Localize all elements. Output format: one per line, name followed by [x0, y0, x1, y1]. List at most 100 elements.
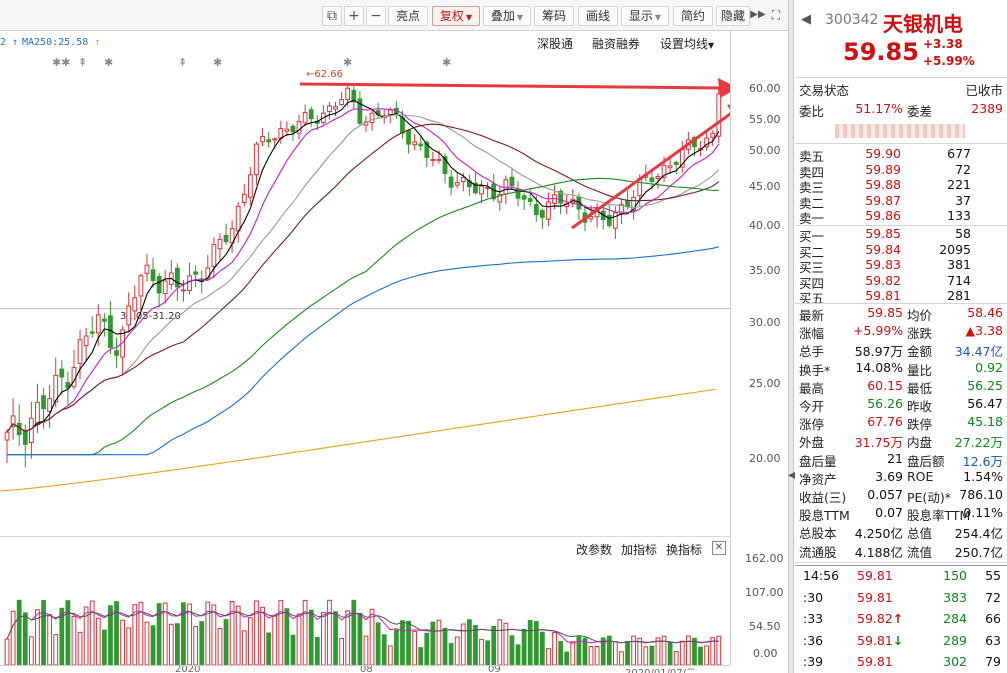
volume-bar — [430, 621, 436, 666]
copy-icon[interactable]: ⧉ — [322, 6, 342, 26]
toolbar-button-chips[interactable]: 筹码 — [534, 6, 574, 26]
toolbar-button-overlay[interactable]: 叠加 ▼ — [483, 6, 531, 26]
stat-value: 254.4亿 — [954, 526, 1003, 542]
stat-label: 昨收 — [907, 399, 933, 414]
candle-body — [235, 205, 241, 232]
arrow-up-icon: ↑ — [892, 611, 904, 626]
candle-body — [284, 128, 290, 132]
fullscreen-icon[interactable]: ⛶ — [771, 8, 781, 22]
volume-bar — [327, 599, 332, 666]
vol-ma10-line — [6, 611, 719, 644]
volume-bar — [369, 608, 375, 666]
orderbook-price: 59.83 — [865, 257, 901, 272]
close-icon[interactable]: ✕ — [712, 541, 726, 555]
toolbar-button-draw-line[interactable]: 画线 — [578, 6, 618, 26]
order-ratio-row: 委比 51.17% 委差 2389 — [795, 101, 1007, 119]
event-star-icon[interactable]: ⇞ — [178, 56, 188, 69]
stat-label: 涨幅 — [799, 326, 825, 342]
candle-body — [345, 87, 351, 101]
volume-bar — [625, 640, 630, 666]
stat-label: 量比 — [907, 362, 933, 378]
orderbook-price: 59.85 — [865, 226, 901, 241]
candle-body — [114, 350, 119, 356]
volume-bar — [612, 641, 618, 666]
link-change-params[interactable]: 改参数 — [576, 543, 613, 557]
overlay-label: 叠加 — [490, 9, 515, 23]
candle-body — [296, 121, 302, 134]
volume-bar — [168, 623, 174, 666]
volume-panel[interactable]: 改参数 加指标 换指标 ✕ — [0, 536, 730, 666]
time-axis: 2020 08 09 2020/01/07/二 — [0, 665, 730, 673]
stat-label: 盘后量 — [799, 453, 837, 469]
price-chart-svg — [0, 78, 730, 492]
candle-body — [430, 159, 436, 162]
price-tick: 20.00 — [749, 452, 781, 465]
chart-toolbar: ⧉ + − 亮点 复权 ▼ 叠加 ▼ 筹码 画线 显示 ▼ 简约 隐藏 ▶▶ ⛶ — [0, 0, 788, 31]
time-tick: 2020 — [175, 665, 201, 673]
stat-value: 3.69 — [875, 468, 903, 484]
tick-row[interactable]: :30 59.81 383 72 — [795, 590, 1007, 608]
stat-row: 股息TTM 0.07 股息率TTM 0.11% — [795, 505, 1007, 523]
zoom-out-icon[interactable]: − — [366, 6, 386, 26]
tick-time: 14:56 — [803, 568, 840, 583]
tick-row[interactable]: 14:56 59.81 150 55 — [795, 568, 1007, 586]
expand-right-icon[interactable]: ▶▶ — [750, 9, 766, 20]
toolbar-button-hide[interactable]: 隐藏 — [716, 6, 750, 26]
toolbar-button-highlight[interactable]: 亮点 — [388, 6, 428, 26]
event-star-icon[interactable]: ✱ — [213, 56, 223, 69]
stat-value: 12.6万 — [962, 453, 1003, 469]
stat-label: 流值 — [907, 544, 933, 560]
link-switch-indicator[interactable]: 换指标 — [666, 543, 703, 557]
volume-bar — [260, 606, 265, 666]
link-margin-trading[interactable]: 融资融券 — [592, 37, 641, 51]
orderbook-sell-row: 卖三 59.88 221 — [795, 177, 1007, 195]
stock-scroll-icon[interactable]: ◀ — [801, 12, 811, 27]
volume-bar — [485, 640, 491, 666]
candle-body — [509, 176, 515, 187]
volume-bar — [120, 619, 126, 666]
toolbar-button-display[interactable]: 显示 ▼ — [621, 6, 669, 26]
price-change-pct: +5.99% — [923, 54, 975, 68]
volume-bar — [53, 634, 59, 666]
toolbar-button-simple[interactable]: 简约 — [673, 6, 713, 26]
link-ma-settings[interactable]: 设置均线▼ — [660, 35, 714, 52]
link-add-indicator[interactable]: 加指标 — [621, 543, 658, 557]
collapse-arrow-icon[interactable]: ◀ — [788, 470, 796, 481]
volume-tick: 107.00 — [745, 586, 784, 599]
stat-label: 外盘 — [799, 435, 825, 451]
tick-row[interactable]: :36 59.81↓ 289 63 — [795, 633, 1007, 651]
stat-value: ▲3.38 — [965, 323, 1003, 339]
stat-row: 外盘 31.75万 内盘 27.22万 — [795, 432, 1007, 450]
volume-bar — [412, 630, 418, 666]
stat-label: 股息TTM — [799, 508, 850, 524]
volume-bar — [491, 625, 497, 666]
volume-bar — [16, 599, 22, 666]
time-tick: 2020/01/07/二 — [625, 666, 696, 673]
price-panel[interactable]: 2 ↑ MA250:25.58 ↑ 深股通 融资融券 设置均线▼ ✱✱ ⇞ ✱ … — [0, 31, 730, 536]
volume-bar — [333, 611, 338, 666]
event-star-icon[interactable]: ✱ — [104, 56, 114, 69]
stat-label: 今开 — [799, 399, 825, 414]
low-range-label: 31.05-31.20 — [120, 311, 181, 322]
event-star-icon[interactable]: ✱✱ — [52, 56, 71, 69]
event-star-icon[interactable]: ⇞ — [78, 56, 88, 69]
event-star-icon[interactable]: ✱ — [442, 56, 452, 69]
price-tick: 45.00 — [749, 180, 781, 193]
tick-count: 55 — [985, 568, 1001, 583]
tick-row[interactable]: :39 59.81 302 79 — [795, 654, 1007, 672]
panel-splitter[interactable]: ◀ — [788, 0, 796, 673]
toolbar-button-restore-rights[interactable]: 复权 ▼ — [432, 6, 480, 26]
candle-body — [290, 125, 296, 133]
price-tick: 35.00 — [749, 264, 781, 277]
time-tick: 08 — [360, 665, 373, 673]
divider — [795, 303, 1007, 304]
orderbook-price: 59.87 — [865, 192, 901, 208]
stat-row: 涨停 67.76 跌停 45.18 — [795, 414, 1007, 432]
zoom-in-icon[interactable]: + — [344, 6, 364, 26]
link-sz-connect[interactable]: 深股通 — [537, 37, 574, 51]
ma5-line — [6, 99, 720, 433]
orderbook-price: 59.81 — [865, 288, 901, 303]
tick-row[interactable]: :33 59.82↑ 284 66 — [795, 611, 1007, 629]
event-star-icon[interactable]: ✱ — [343, 56, 353, 69]
candle-body — [59, 368, 65, 378]
